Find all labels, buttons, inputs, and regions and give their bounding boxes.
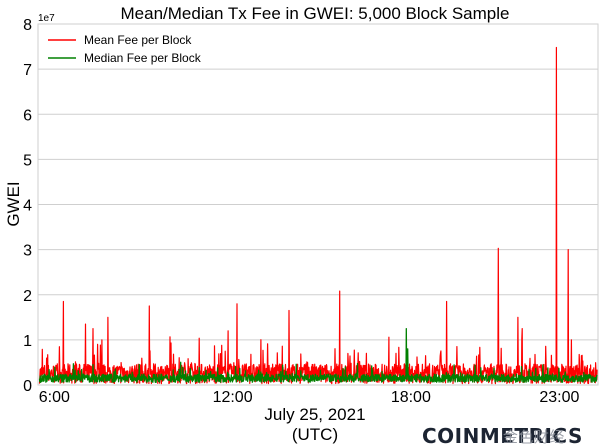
y-axis: 0 1 2 3 4 5 6 7 8 [23, 17, 32, 395]
watermark-cn-text: 金色财经 [502, 427, 565, 446]
y-axis-label: GWEI [4, 181, 23, 226]
series-line-mean [38, 46, 598, 385]
y-tick-label: 5 [23, 152, 32, 169]
gridlines [38, 68, 598, 341]
y-tick-label: 6 [23, 107, 32, 124]
series-layer [38, 46, 598, 385]
x-axis-sublabel: (UTC) [292, 425, 338, 444]
x-tick-label: 12:00 [213, 389, 253, 406]
legend-label-mean: Mean Fee per Block [84, 33, 192, 47]
y-tick-label: 2 [23, 288, 32, 305]
series-line-median [38, 327, 598, 383]
legend-label-median: Median Fee per Block [84, 51, 202, 65]
x-axis-label: July 25, 2021 [264, 405, 365, 424]
y-tick-label: 3 [23, 243, 32, 260]
y-axis-exponent: 1e7 [38, 13, 55, 24]
x-tick-label: 23:00 [539, 389, 579, 406]
chart-title: Mean/Median Tx Fee in GWEI: 5,000 Block … [121, 4, 510, 23]
y-tick-label: 8 [23, 17, 32, 34]
x-tick-label: 6:00 [39, 389, 70, 406]
y-tick-label: 0 [23, 378, 32, 395]
watermark-brand: COINMETRICS [422, 424, 583, 448]
legend: Mean Fee per Block Median Fee per Block [48, 33, 202, 65]
x-axis: 6:00 12:00 18:00 23:00 [39, 389, 580, 406]
y-tick-label: 7 [23, 62, 32, 79]
coinmetrics-watermark: COINMETRICS 金色财经 [422, 424, 582, 448]
y-tick-label: 1 [23, 333, 32, 350]
y-tick-label: 4 [23, 198, 32, 215]
x-tick-label: 18:00 [391, 389, 431, 406]
